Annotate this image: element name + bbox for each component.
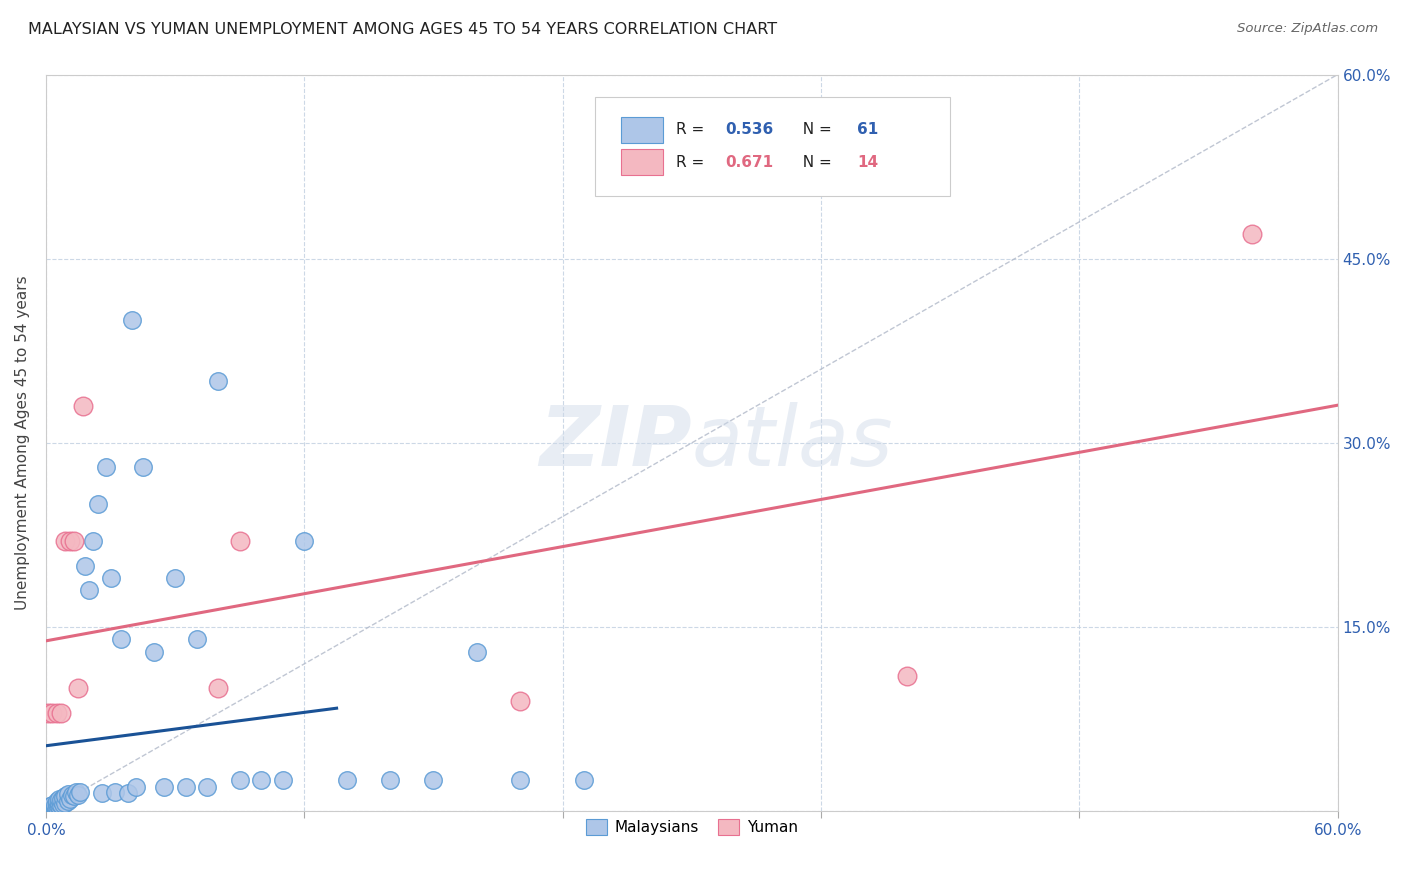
Point — [572, 773, 595, 788]
Point — [228, 773, 250, 788]
Point — [67, 681, 90, 696]
Point — [73, 558, 96, 573]
Point — [44, 802, 66, 816]
Point — [53, 789, 76, 804]
Text: ZIP: ZIP — [538, 402, 692, 483]
Point — [63, 534, 86, 549]
Point — [48, 792, 70, 806]
Point — [60, 789, 83, 803]
Point — [250, 773, 273, 788]
Point — [39, 800, 62, 814]
Text: 0.671: 0.671 — [725, 154, 773, 169]
Point — [153, 780, 176, 794]
Point — [174, 780, 197, 794]
Text: Source: ZipAtlas.com: Source: ZipAtlas.com — [1237, 22, 1378, 36]
Text: MALAYSIAN VS YUMAN UNEMPLOYMENT AMONG AGES 45 TO 54 YEARS CORRELATION CHART: MALAYSIAN VS YUMAN UNEMPLOYMENT AMONG AG… — [28, 22, 778, 37]
Point — [56, 787, 79, 801]
Point — [39, 799, 62, 814]
Point — [45, 794, 67, 808]
Point — [142, 644, 165, 658]
Point — [41, 802, 63, 816]
Point — [45, 706, 67, 720]
Text: 61: 61 — [858, 122, 879, 137]
Text: 14: 14 — [858, 154, 879, 169]
Point — [59, 534, 82, 549]
Point — [69, 784, 91, 798]
FancyBboxPatch shape — [621, 149, 664, 176]
Point — [44, 798, 66, 813]
Point — [49, 793, 72, 807]
Text: atlas: atlas — [692, 402, 893, 483]
Point — [104, 784, 127, 798]
Point — [86, 497, 108, 511]
Point — [52, 790, 75, 805]
Legend: Malaysians, Yuman: Malaysians, Yuman — [576, 810, 807, 844]
Point — [37, 803, 59, 817]
Point — [96, 460, 118, 475]
Point — [121, 313, 143, 327]
Point — [63, 789, 86, 804]
Text: 0.536: 0.536 — [725, 122, 773, 137]
Point — [48, 796, 70, 810]
Text: R =: R = — [676, 122, 710, 137]
Point — [49, 706, 72, 720]
Point — [186, 632, 208, 647]
FancyBboxPatch shape — [595, 96, 950, 196]
Point — [77, 583, 100, 598]
Point — [132, 460, 155, 475]
Point — [65, 784, 87, 798]
Point — [896, 669, 918, 683]
Point — [465, 644, 488, 658]
Y-axis label: Unemployment Among Ages 45 to 54 years: Unemployment Among Ages 45 to 54 years — [15, 276, 30, 610]
Point — [37, 802, 59, 816]
Point — [41, 799, 63, 814]
Point — [336, 773, 359, 788]
Point — [39, 803, 62, 817]
Point — [49, 798, 72, 813]
Point — [56, 794, 79, 808]
Point — [197, 780, 219, 794]
Point — [72, 399, 94, 413]
Point — [117, 786, 139, 800]
Point — [207, 375, 229, 389]
Point — [41, 706, 63, 720]
FancyBboxPatch shape — [621, 117, 664, 143]
Point — [380, 773, 402, 788]
Point — [207, 681, 229, 696]
Point — [165, 571, 187, 585]
Point — [82, 534, 104, 549]
Point — [67, 789, 90, 803]
Point — [44, 800, 66, 814]
Point — [228, 534, 250, 549]
Point — [292, 534, 315, 549]
Point — [45, 800, 67, 814]
Point — [53, 534, 76, 549]
Point — [59, 792, 82, 806]
Text: N =: N = — [793, 154, 837, 169]
Point — [1240, 227, 1263, 241]
Point — [509, 694, 531, 708]
Point — [509, 773, 531, 788]
Point — [125, 780, 148, 794]
Point — [37, 706, 59, 720]
Point — [271, 773, 294, 788]
Point — [100, 571, 122, 585]
Text: R =: R = — [676, 154, 710, 169]
Text: N =: N = — [793, 122, 837, 137]
Point — [45, 797, 67, 811]
Point — [110, 632, 132, 647]
Point — [52, 797, 75, 811]
Point — [422, 773, 444, 788]
Point — [48, 799, 70, 814]
Point — [91, 786, 114, 800]
Point — [53, 796, 76, 810]
Point — [41, 798, 63, 813]
